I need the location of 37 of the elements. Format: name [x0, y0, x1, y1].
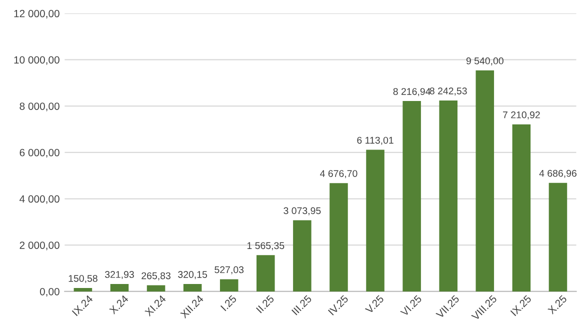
- y-tick-label: 6 000,00: [20, 148, 60, 158]
- y-tick-label: 8 000,00: [20, 102, 60, 112]
- bar: [402, 101, 421, 292]
- y-tick-label: 4 000,00: [20, 195, 60, 204]
- data-label: 321,93: [104, 271, 134, 280]
- data-label: 150,58: [68, 274, 98, 284]
- bar: [330, 183, 348, 292]
- data-label: 3 073,95: [284, 207, 321, 216]
- bar: [183, 284, 202, 292]
- data-label: 6 113,01: [357, 136, 394, 145]
- bar: [146, 285, 166, 292]
- bar: [366, 150, 384, 292]
- data-label: 320,15: [178, 271, 208, 280]
- bar: [293, 220, 312, 292]
- data-label: 7 210,92: [503, 111, 540, 120]
- bar: [256, 255, 275, 292]
- bar: [220, 279, 238, 292]
- data-label: 527,03: [214, 266, 244, 274]
- bar: [548, 182, 568, 292]
- data-label: 4 686,96: [539, 170, 576, 178]
- y-tick-label: 0,00: [40, 288, 60, 297]
- bar: [110, 284, 129, 292]
- bar: [476, 70, 494, 292]
- y-tick-label: 10 000,00: [14, 56, 60, 65]
- x-tick-label: V.25: [364, 294, 384, 314]
- data-label: 9 540,00: [466, 57, 504, 66]
- x-tick-label: I.25: [220, 294, 237, 312]
- y-tick-label: 12 000,00: [14, 10, 60, 19]
- data-label: 265,83: [142, 272, 170, 280]
- data-label: 4 676,70: [320, 170, 358, 178]
- bar: [512, 124, 531, 292]
- y-tick-label: 2 000,00: [20, 242, 60, 250]
- data-label: 8 216,94: [393, 88, 430, 96]
- data-label: 1 565,35: [247, 242, 284, 250]
- bar: [439, 100, 458, 292]
- bar: [74, 288, 92, 292]
- data-label: 8 242,53: [430, 87, 467, 96]
